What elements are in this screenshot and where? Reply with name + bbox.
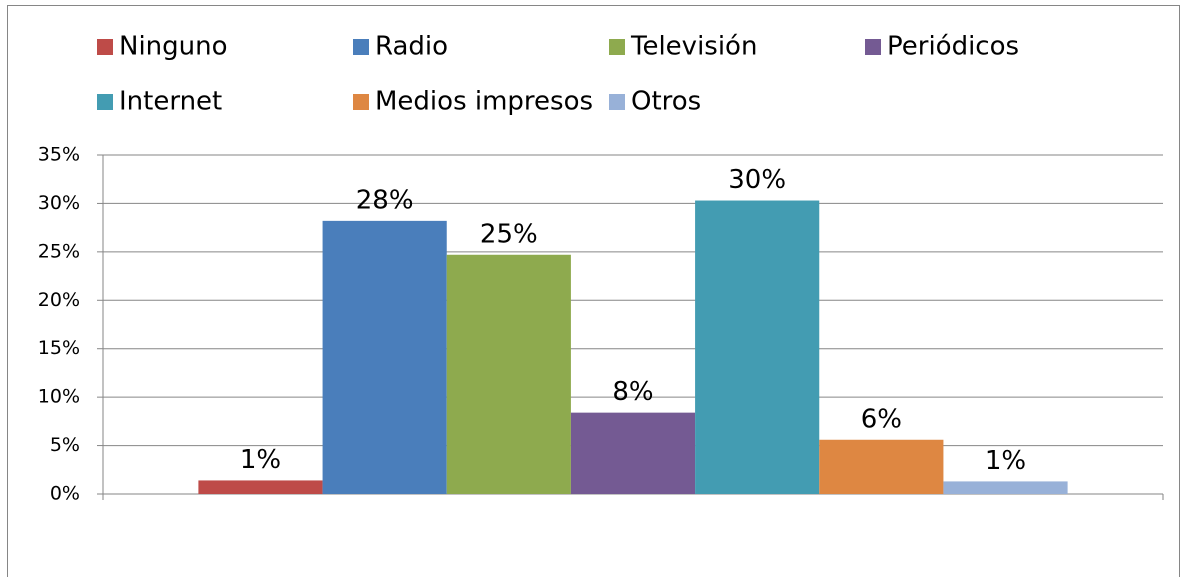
data-label: 6% xyxy=(861,404,902,434)
legend-swatch xyxy=(97,94,113,110)
data-label: 8% xyxy=(612,377,653,407)
bar xyxy=(570,412,696,494)
y-tick-label: 20% xyxy=(38,289,80,311)
bar xyxy=(819,439,944,494)
data-label: 30% xyxy=(728,165,786,195)
bar xyxy=(695,200,820,494)
legend-swatch xyxy=(609,39,625,55)
legend-label: Periódicos xyxy=(887,32,1019,62)
legend-swatch xyxy=(353,94,369,110)
legend-label: Radio xyxy=(375,32,448,62)
legend-swatch xyxy=(865,39,881,55)
data-label: 28% xyxy=(356,185,414,215)
legend-label: Ninguno xyxy=(119,32,228,62)
bar xyxy=(943,481,1068,494)
y-tick-label: 10% xyxy=(38,386,80,408)
y-tick-label: 5% xyxy=(50,434,80,456)
bar xyxy=(198,480,323,494)
y-tick-label: 35% xyxy=(38,144,80,166)
data-label: 1% xyxy=(240,445,281,475)
data-label: 1% xyxy=(985,446,1026,476)
bar xyxy=(446,254,571,494)
legend-label: Otros xyxy=(631,87,701,117)
y-tick-label: 25% xyxy=(38,240,80,262)
y-tick-label: 0% xyxy=(50,483,80,505)
legend-label: Televisión xyxy=(630,32,757,62)
legend-label: Medios impresos xyxy=(375,87,593,117)
bar xyxy=(322,220,447,494)
legend-label: Internet xyxy=(119,87,222,117)
legend-swatch xyxy=(353,39,369,55)
legend-swatch xyxy=(609,94,625,110)
y-tick-label: 30% xyxy=(38,192,80,214)
data-label: 25% xyxy=(480,219,538,249)
legend-swatch xyxy=(97,39,113,55)
y-tick-label: 15% xyxy=(38,337,80,359)
